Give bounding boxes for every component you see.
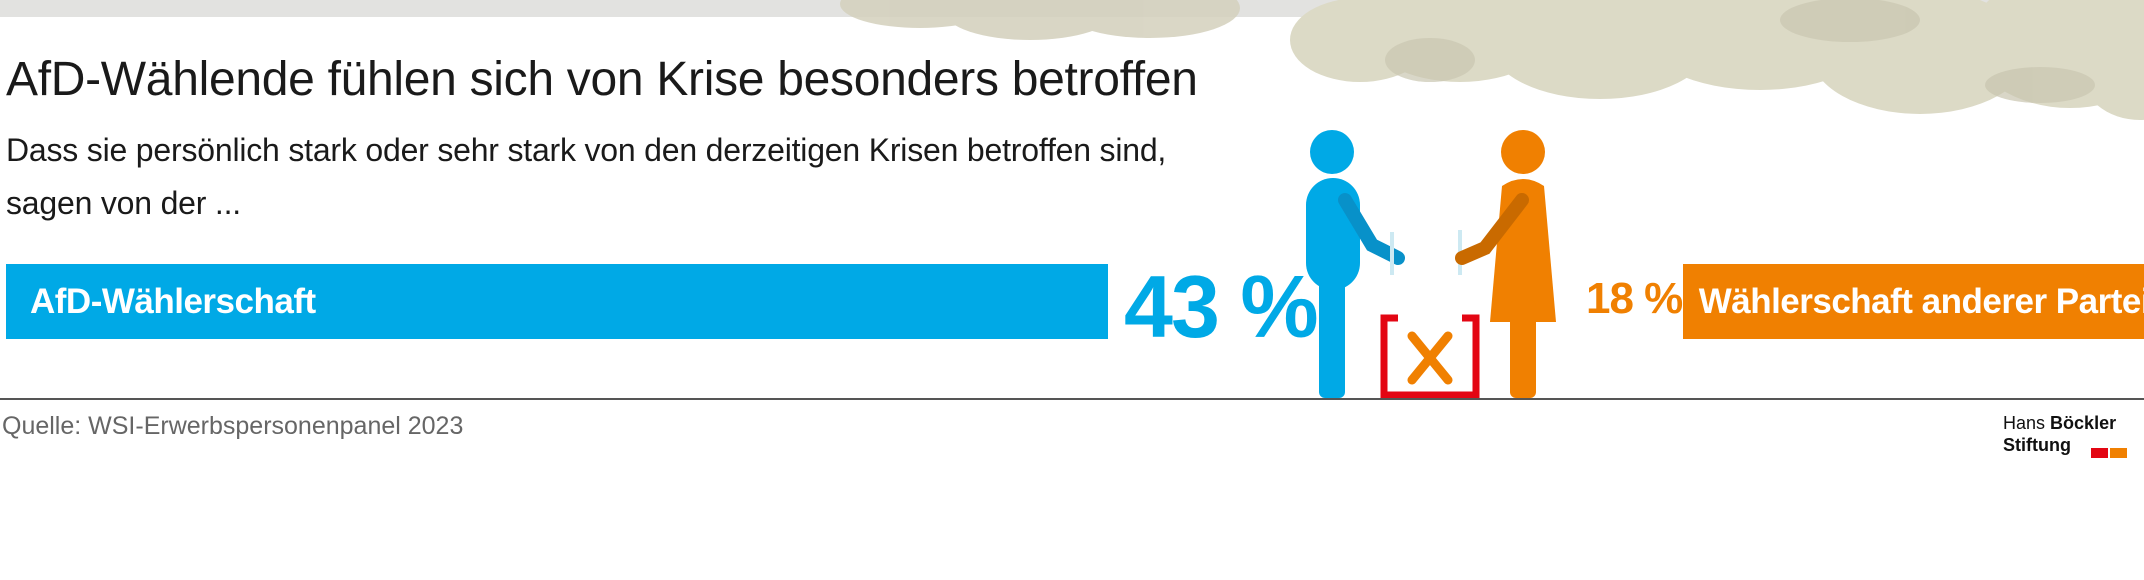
logo-text-hans: Hans xyxy=(2003,413,2046,433)
storm-cloud-illustration xyxy=(840,0,2144,120)
logo-mark-icon xyxy=(2091,441,2129,463)
voters-ballot-illustration xyxy=(1306,130,1556,399)
chart-subtitle: Dass sie persönlich stark oder sehr star… xyxy=(6,132,1167,221)
value-label-afd: 43 % xyxy=(1124,257,1319,356)
source-note: Quelle: WSI-Erwerbspersonenpanel 2023 xyxy=(2,412,464,440)
category-label-other: Wählerschaft anderer Parteien xyxy=(1698,281,2144,321)
logo-text-stiftung: Stiftung xyxy=(2003,435,2071,455)
value-label-other: 18 % xyxy=(1586,274,1683,323)
ballot-box-icon xyxy=(1380,314,1480,399)
bar-other-parties-voters: Wählerschaft anderer Parteien xyxy=(1682,264,2144,339)
baseline-divider xyxy=(0,398,2144,400)
hans-boeckler-logo: Hans Böckler Stiftung xyxy=(2003,412,2141,458)
chart-title: AfD-Wählende fühlen sich von Krise beson… xyxy=(6,53,1198,106)
category-label-afd: AfD-Wählerschaft xyxy=(30,281,316,321)
bar-afd-voters: AfD-Wählerschaft xyxy=(6,264,1108,339)
woman-figure-icon xyxy=(1455,130,1556,398)
man-figure-icon xyxy=(1306,130,1405,398)
logo-text-boeckler: Böckler xyxy=(2050,413,2117,433)
